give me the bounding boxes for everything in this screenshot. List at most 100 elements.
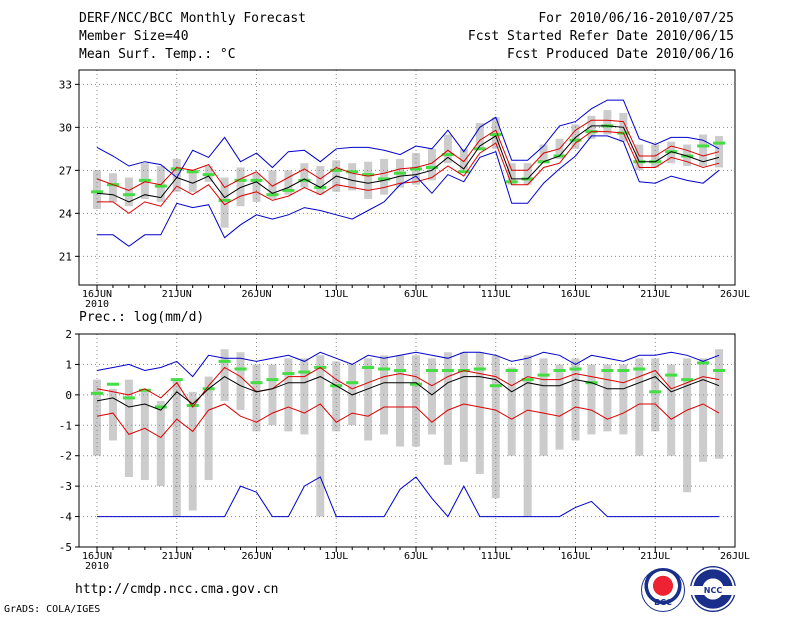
x-tick-label: 26JUL bbox=[720, 289, 750, 300]
x-tick-label: 21JUL bbox=[640, 289, 670, 300]
spread-box bbox=[715, 135, 724, 168]
ensemble-marker bbox=[282, 372, 295, 376]
ensemble-marker bbox=[410, 167, 422, 171]
ensemble-marker bbox=[378, 367, 391, 371]
x-tick-label: 1JUL bbox=[324, 551, 348, 562]
spread-box bbox=[332, 361, 341, 432]
spread-box bbox=[93, 379, 101, 456]
spread-box bbox=[156, 166, 165, 202]
spread-box bbox=[188, 391, 197, 511]
x-tick-label: 16JUN bbox=[82, 551, 112, 562]
ensemble-marker bbox=[410, 382, 422, 386]
spread-box bbox=[539, 144, 548, 164]
spread-box bbox=[268, 364, 277, 426]
spread-box bbox=[172, 158, 181, 192]
ensemble-marker bbox=[298, 370, 311, 374]
precip-title: Prec.: log(mm/d) bbox=[79, 310, 204, 325]
ensemble-marker bbox=[218, 359, 231, 363]
spread-box bbox=[619, 364, 628, 435]
spread-box bbox=[124, 379, 133, 478]
ensemble-marker bbox=[378, 177, 391, 181]
ensemble-marker bbox=[250, 381, 263, 385]
ensemble-marker bbox=[713, 141, 726, 145]
series-max-line bbox=[96, 351, 720, 378]
spread-box bbox=[507, 163, 516, 185]
ensemble-marker bbox=[170, 167, 183, 171]
y-tick-label: 27 bbox=[59, 164, 72, 177]
ensemble-marker bbox=[489, 384, 502, 388]
ensemble-marker bbox=[266, 193, 279, 197]
spread-box bbox=[220, 177, 229, 228]
spread-box bbox=[348, 163, 357, 191]
chart-panel-1: 21 24 27 30 33 16JUN 21JUN 26JUN 1JUL 6JUL 11JUL 16… bbox=[59, 69, 750, 310]
source-url[interactable]: http://cmdp.ncc.cma.gov.cn bbox=[75, 582, 279, 597]
y-tick-label: -1 bbox=[59, 419, 72, 432]
fcst-produced-date: Fcst Produced Date 2010/06/16 bbox=[507, 47, 734, 62]
spread-box bbox=[236, 167, 245, 207]
y-tick-label: -3 bbox=[59, 480, 72, 493]
x-tick-label: 16JUL bbox=[560, 551, 590, 562]
ensemble-marker bbox=[138, 178, 151, 182]
spread-box bbox=[667, 364, 676, 456]
x-tick-label: 6JUL bbox=[404, 551, 428, 562]
ensemble-marker bbox=[665, 373, 678, 377]
y-tick-label: 2 bbox=[65, 328, 72, 341]
ensemble-marker bbox=[362, 365, 375, 369]
spread-box bbox=[93, 170, 101, 210]
grads-credit: GrADS: COLA/IGES bbox=[4, 604, 101, 615]
ensemble-marker bbox=[298, 178, 311, 182]
ensemble-marker bbox=[569, 138, 582, 142]
spread-box bbox=[475, 352, 484, 474]
plot-frame bbox=[78, 69, 736, 286]
ensemble-marker bbox=[186, 404, 199, 408]
ensemble-marker bbox=[394, 369, 407, 373]
spread-box bbox=[300, 358, 309, 435]
spread-box bbox=[459, 148, 468, 171]
ensemble-marker bbox=[425, 369, 438, 373]
ensemble-marker bbox=[713, 369, 726, 373]
spread-box bbox=[316, 355, 325, 517]
x-tick-label: 11JUL bbox=[481, 551, 511, 562]
y-tick-label: 21 bbox=[59, 250, 72, 263]
ensemble-marker bbox=[569, 367, 582, 371]
bcc-logo-text: BCC bbox=[654, 598, 672, 607]
ensemble-marker bbox=[697, 144, 710, 148]
ensemble-marker bbox=[505, 369, 518, 373]
spread-box bbox=[443, 352, 452, 465]
x-tick-label: 21JUL bbox=[640, 551, 670, 562]
spread-box bbox=[412, 355, 420, 447]
ensemble-marker bbox=[489, 133, 502, 136]
ensemble-marker bbox=[697, 361, 710, 365]
x-tick-label: 16JUL bbox=[560, 289, 590, 300]
spread-box bbox=[108, 173, 117, 202]
series-min-line bbox=[97, 476, 719, 518]
spread-box bbox=[252, 173, 261, 202]
spread-box bbox=[539, 358, 548, 456]
ensemble-marker bbox=[266, 378, 279, 382]
spread-box bbox=[427, 148, 436, 181]
ncc-logo: NCC bbox=[690, 566, 736, 612]
spread-box bbox=[220, 349, 229, 401]
x-tick-label: 26JUN bbox=[241, 551, 271, 562]
series-lower-line bbox=[96, 403, 720, 439]
x-tick-label: 1JUL bbox=[324, 289, 348, 300]
spread-box bbox=[523, 355, 532, 517]
ensemble-marker bbox=[505, 180, 518, 184]
series-upper-line bbox=[96, 119, 720, 191]
ensemble-marker bbox=[122, 396, 135, 400]
ensemble-marker bbox=[521, 378, 534, 382]
spread-box bbox=[172, 379, 181, 517]
spread-box bbox=[300, 163, 309, 188]
chart-title: DERF/NCC/BCC Monthly Forecast bbox=[79, 11, 306, 26]
spread-box bbox=[124, 177, 133, 207]
spread-box bbox=[603, 110, 612, 135]
spread-box bbox=[108, 388, 117, 441]
ensemble-marker bbox=[362, 173, 375, 177]
ensemble-marker bbox=[106, 382, 119, 386]
x-year-label: 2010 bbox=[85, 299, 109, 310]
ensemble-marker bbox=[122, 193, 135, 197]
spread-box bbox=[523, 163, 532, 185]
x-tick-label: 21JUN bbox=[162, 289, 192, 300]
spread-box bbox=[555, 364, 564, 450]
ensemble-marker bbox=[601, 369, 614, 373]
